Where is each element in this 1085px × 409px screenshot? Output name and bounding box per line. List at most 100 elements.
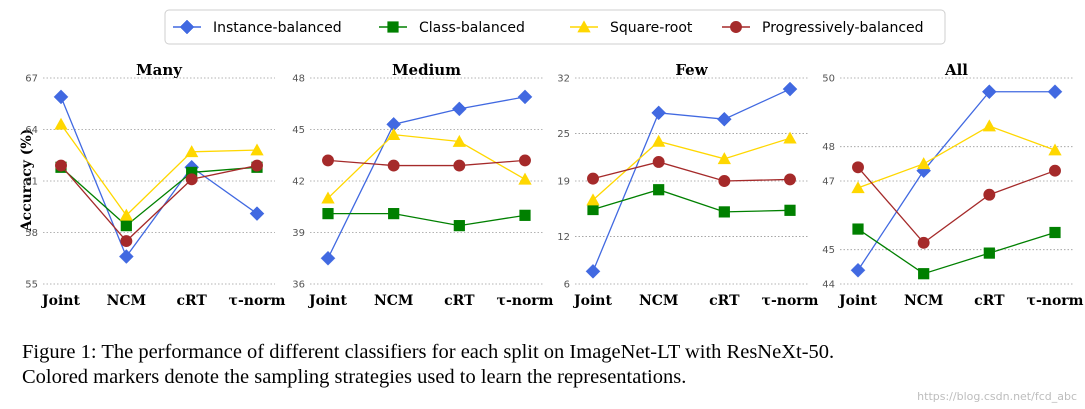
panel-title-few: Few [675,61,708,79]
data-point-square-root-joint [54,117,68,130]
data-point-instance-balanced-norm [1047,84,1063,100]
series-line-square-root [60,123,258,217]
series-line-instance-balanced [327,96,526,259]
y-tick-label: 67 [25,74,38,85]
series-line-square-root [327,133,526,199]
x-tick-label-crt: cRT [709,293,740,309]
y-tick-label: 42 [292,177,305,188]
x-tick-label-norm: τ-norm [229,293,286,309]
watermark: https://blog.csdn.net/fcd_abc [917,390,1077,403]
series-line-progressively-balanced [592,161,791,182]
y-tick-label: 44 [822,280,835,291]
series-line-class-balanced [857,228,1056,275]
panel-title-all: All [944,61,968,79]
data-point-square-root-joint [321,191,335,204]
x-tick-label-joint: Joint [40,293,80,309]
y-tick-label: 39 [292,228,305,239]
series-line-progressively-balanced [60,164,258,243]
data-point-progressively-balanced-joint [587,172,599,185]
data-point-progressively-balanced-norm [519,154,531,167]
data-point-square-root-crt [185,145,199,158]
data-point-instance-balanced-ncm [651,105,667,121]
data-point-progressively-balanced-crt [185,173,198,186]
y-tick-label: 50 [822,74,835,85]
legend-label-square-root: Square-root [610,20,693,36]
x-tick-label-norm: τ-norm [1027,293,1084,309]
data-point-square-root-crt [717,152,731,165]
panel-few: 6 12 19 25 32 Few Joint NCM cRT τ-norm [557,61,818,309]
data-point-square-root-crt [452,134,466,147]
data-point-class-balanced-joint [587,203,599,216]
y-tick-label: 6 [564,280,570,291]
x-tick-label-crt: cRT [176,293,207,309]
legend-marker-class-balanced [387,21,399,33]
data-point-square-root-ncm [652,134,666,147]
series-line-instance-balanced [857,91,1055,271]
data-point-instance-balanced-joint [850,262,866,278]
y-tick-label: 61 [25,177,38,188]
x-tick-label-norm: τ-norm [497,293,554,309]
y-tick-label: 48 [292,74,305,85]
series-line-instance-balanced [60,96,258,258]
legend: Instance-balanced Class-balanced Square-ro… [164,9,946,45]
series-line-square-root [857,125,1056,189]
panel-many: 55 58 61 64 67 Many Joint NCM cRT τ-norm [25,61,285,309]
data-point-instance-balanced-joint [320,250,336,266]
series-line-class-balanced [328,212,526,227]
data-point-progressively-balanced-crt [718,175,731,187]
panel-title-many: Many [136,61,183,79]
data-point-square-root-norm [1048,143,1062,156]
data-point-class-balanced-ncm [653,184,665,196]
series-line-progressively-balanced [857,166,1056,244]
legend-marker-square-root [577,20,591,33]
data-point-progressively-balanced-norm [784,173,796,186]
data-point-square-root-ncm [917,157,931,170]
series-line-instance-balanced [592,88,791,272]
panel-medium: 36 39 42 45 48 Medium Joint NCM cRT τ-norm [292,61,553,309]
data-point-class-balanced-crt [718,206,730,218]
data-point-progressively-balanced-norm [251,159,263,172]
y-tick-label: 45 [292,125,305,136]
x-tick-label-crt: cRT [444,293,475,309]
caption-line-2: Colored markers denote the sampling stra… [22,366,687,388]
x-tick-label-crt: cRT [974,293,1005,309]
y-tick-label: 36 [292,280,305,291]
data-point-progressively-balanced-ncm [387,159,400,172]
series-line-class-balanced [60,166,258,227]
data-point-instance-balanced-ncm [118,249,134,264]
data-point-progressively-balanced-joint [852,161,864,174]
data-point-class-balanced-joint [322,208,334,220]
data-point-square-root-norm [783,131,797,144]
data-point-square-root-crt [982,119,996,132]
data-point-class-balanced-crt [453,220,465,232]
data-point-class-balanced-ncm [918,268,930,280]
caption-line-1: Figure 1: The performance of different c… [22,341,835,363]
data-point-progressively-balanced-crt [453,159,466,172]
x-tick-label-joint: Joint [837,293,877,309]
x-tick-label-norm: τ-norm [762,293,819,309]
y-tick-label: 58 [25,228,38,239]
panel-title-medium: Medium [392,61,461,79]
figure-caption: Figure 1: The performance of different c… [22,340,1082,390]
data-point-class-balanced-ncm [388,208,400,220]
x-tick-label-ncm: NCM [639,293,678,309]
series-line-progressively-balanced [327,159,526,167]
y-tick-label: 19 [557,177,570,188]
series-line-square-root [592,137,791,201]
data-point-instance-balanced-joint [53,89,69,105]
y-tick-label: 45 [822,245,835,256]
data-point-progressively-balanced-ncm [120,235,133,248]
data-point-instance-balanced-norm [782,81,798,97]
legend-frame [164,9,946,45]
data-point-progressively-balanced-joint [322,154,334,167]
y-tick-label: 48 [822,142,835,153]
data-point-instance-balanced-crt [981,84,997,100]
x-tick-label-ncm: NCM [904,293,943,309]
y-tick-label: 55 [25,280,38,291]
data-point-square-root-norm [518,172,532,185]
data-point-square-root-ncm [119,208,133,221]
data-point-progressively-balanced-crt [983,188,996,201]
data-point-instance-balanced-joint [585,263,601,279]
data-point-square-root-joint [586,193,600,206]
